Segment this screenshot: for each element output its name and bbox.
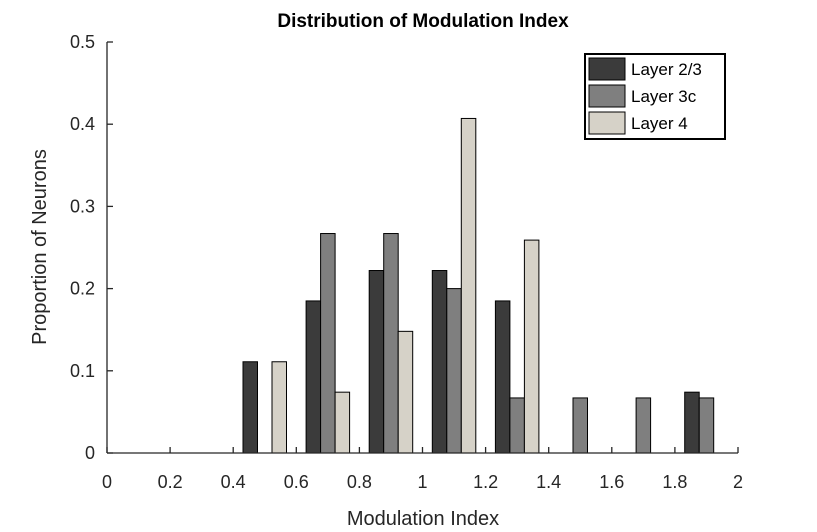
bar-3-6 (460, 117, 477, 454)
x-tick-label: 0.8 (347, 472, 372, 492)
bar-2-9 (635, 397, 652, 454)
y-tick-label: 0.5 (70, 32, 95, 52)
legend-label: Layer 2/3 (631, 60, 702, 79)
x-tick-label: 0.4 (221, 472, 246, 492)
legend-label: Layer 4 (631, 114, 688, 133)
bars-group (242, 117, 715, 454)
bar-1-3 (242, 361, 258, 454)
chart-title: Distribution of Modulation Index (277, 11, 569, 32)
bar-2-5 (383, 233, 399, 454)
bar-1-6 (431, 270, 448, 454)
bar-1-4 (305, 300, 322, 454)
bar-3-4 (334, 391, 351, 454)
bar-3-3 (271, 361, 287, 454)
bar-3-5 (397, 330, 414, 454)
bar-2-10 (698, 397, 715, 454)
y-axis-label: Proportion of Neurons (29, 149, 51, 345)
bar-2-8 (572, 397, 588, 454)
bar-3-7 (523, 239, 540, 454)
bar-2-7 (509, 397, 525, 454)
legend-swatch (588, 84, 626, 108)
y-tick-label: 0.2 (70, 279, 95, 299)
legend-swatch (588, 57, 626, 81)
y-tick-label: 0.1 (70, 361, 95, 381)
y-tick-label: 0.3 (70, 196, 95, 216)
x-tick-label: 1.4 (536, 472, 561, 492)
bar-1-5 (368, 270, 385, 454)
x-tick-label: 0.2 (158, 472, 183, 492)
bar-2-4 (320, 233, 336, 454)
x-tick-label: 0.6 (284, 472, 309, 492)
axes-group: 0 0.2 0.4 0.6 0.8 1 1.2 1.4 1.6 1.8 2 0 0.1 0.2 0.3 0.4… (70, 32, 743, 492)
y-tick-label: 0.4 (70, 114, 95, 134)
y-tick-label: 0 (85, 443, 95, 463)
x-axis-label: Modulation Index (347, 508, 499, 530)
x-tick-label: 1.2 (473, 472, 498, 492)
bar-1-7 (494, 300, 511, 454)
legend: Layer 2/3 Layer 3c Layer 4 (584, 53, 726, 140)
bar-1-10 (684, 391, 700, 454)
bar-2-6 (446, 288, 462, 454)
legend-swatch (588, 111, 626, 135)
x-tick-label: 1 (417, 472, 427, 492)
x-tick-label: 1.8 (662, 472, 687, 492)
x-tick-label: 0 (102, 472, 112, 492)
legend-label: Layer 3c (631, 87, 697, 106)
x-tick-label: 2 (733, 472, 743, 492)
x-tick-label: 1.6 (599, 472, 624, 492)
